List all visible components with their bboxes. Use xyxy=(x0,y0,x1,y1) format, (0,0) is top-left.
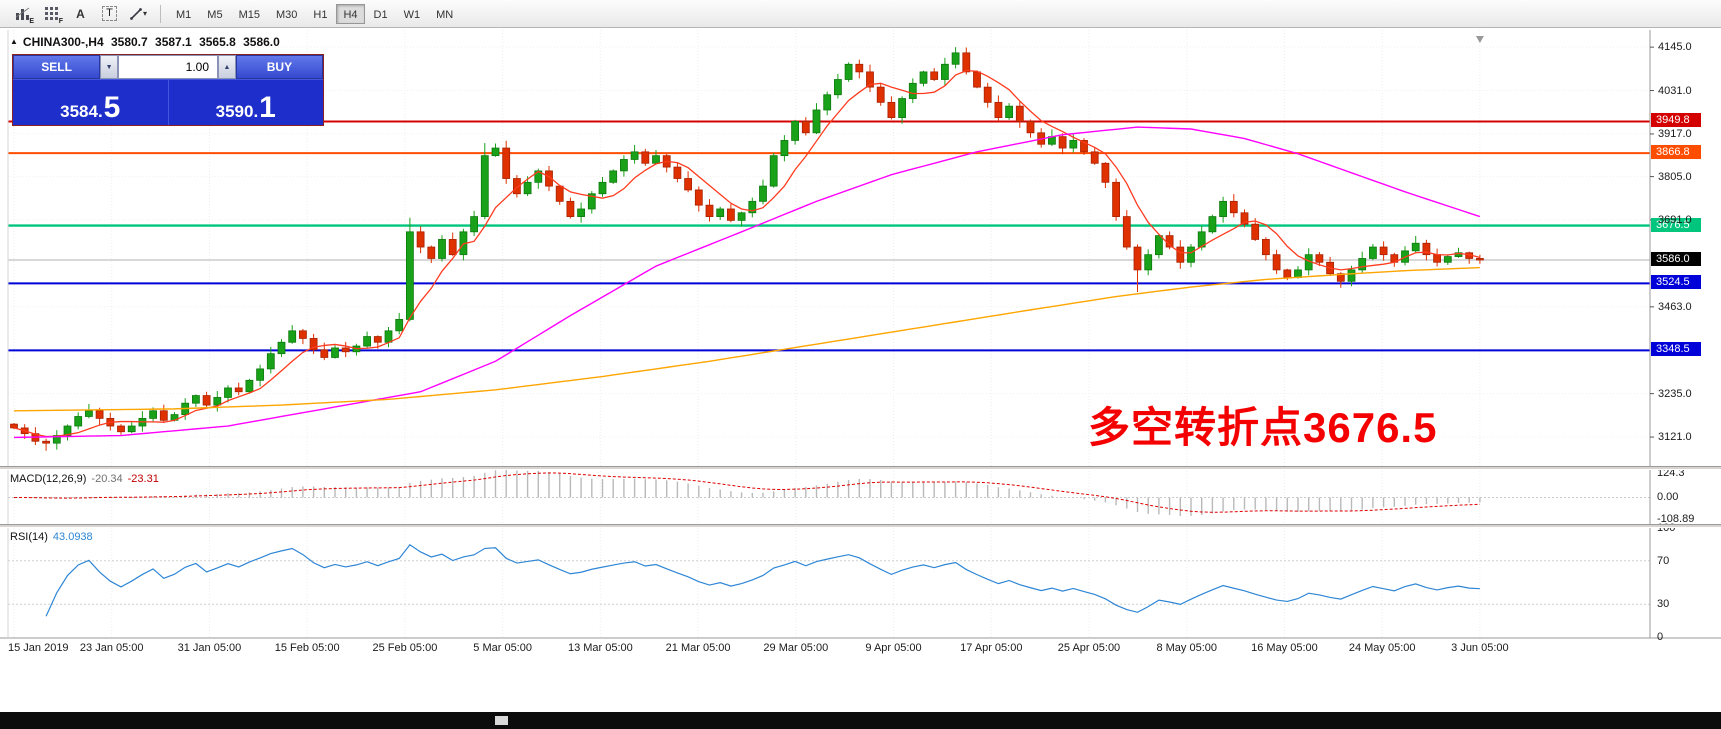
macd-indicator-label: MACD(12,26,9) -20.34 -23.31 xyxy=(10,473,159,485)
taskbar-item xyxy=(495,716,508,725)
buy-price[interactable]: 3590. 1 xyxy=(167,80,324,125)
icon-sub-label: E xyxy=(29,17,34,25)
sell-price[interactable]: 3584. 5 xyxy=(13,80,168,125)
timeframe-button-H4[interactable]: H4 xyxy=(336,3,365,24)
text-tool-icon[interactable]: A xyxy=(67,3,94,25)
buy-price-big-digit: 1 xyxy=(259,90,276,124)
rsi-name: RSI(14) xyxy=(10,531,48,543)
drawing-tools-dropdown[interactable]: ▾ xyxy=(125,3,152,25)
timeframe-button-M30[interactable]: M30 xyxy=(275,8,298,21)
quote-prices: 3584. 5 3590. 1 xyxy=(13,79,323,125)
toolbar-separator xyxy=(160,4,161,23)
timeframe-group: M1 M5 M15 M30 H1 H4 D1 W1 MN xyxy=(168,3,461,24)
chart-annotation-text: 多空转折点3676.5 xyxy=(1088,404,1438,451)
chart-shift-marker[interactable] xyxy=(1475,36,1484,43)
icon-sub-label: F xyxy=(58,17,63,25)
panel-divider[interactable] xyxy=(0,466,1721,470)
ma-mid-line xyxy=(13,126,1481,439)
volume-input[interactable] xyxy=(118,55,218,79)
rsi-indicator-label: RSI(14) 43.0938 xyxy=(10,531,93,543)
ohlc-high: 3587.1 xyxy=(155,35,192,49)
macd-signal-line xyxy=(13,472,1480,513)
toolbar: E F A T ▾ M1 M5 M15 M30 H1 H4 D1 W1 MN xyxy=(0,0,1721,28)
symbol-name: CHINA300-,H4 xyxy=(22,35,104,49)
taskbar-strip xyxy=(0,712,1721,729)
expert-chart-icon[interactable]: E xyxy=(9,3,36,25)
macd-signal-value: -23.31 xyxy=(127,473,159,485)
symbol-info: ▲ CHINA300-,H4 3580.7 3587.1 3565.8 3586.… xyxy=(10,35,284,49)
timeframe-button-D1[interactable]: D1 xyxy=(373,8,388,21)
chevron-down-icon: ▾ xyxy=(142,9,147,18)
ohlc-close: 3586.0 xyxy=(243,35,280,49)
volume-increase-button[interactable]: ▲ xyxy=(218,55,236,79)
chart-region: 3949.8 3866.8 3676.5 3586.0 3524.5 3348.5 124.… xyxy=(0,28,1721,729)
ma-slow-line xyxy=(13,266,1480,412)
buy-price-base: 3590. xyxy=(215,102,259,121)
ohlc-open: 3580.7 xyxy=(110,35,148,49)
expand-triangle-icon: ▲ xyxy=(10,37,18,46)
sell-price-base: 3584. xyxy=(60,102,103,121)
grid-template-icon[interactable]: F xyxy=(38,3,65,25)
grid-glyph xyxy=(44,7,58,20)
text-a-glyph: A xyxy=(76,6,85,21)
volume-decrease-button[interactable]: ▼ xyxy=(100,55,118,79)
sell-price-big-digit: 5 xyxy=(103,90,121,124)
sell-button[interactable]: SELL xyxy=(13,55,101,79)
macd-main-value: -20.34 xyxy=(91,473,123,485)
panel-divider[interactable] xyxy=(0,524,1721,528)
rsi-line xyxy=(45,543,1480,617)
ohlc-low: 3565.8 xyxy=(199,35,236,49)
ma-fast-line xyxy=(13,69,1481,438)
chart-canvas[interactable] xyxy=(0,28,1721,729)
rsi-value: 43.0938 xyxy=(52,531,93,543)
text-t-glyph: T xyxy=(102,6,117,21)
timeframe-button-M1[interactable]: M1 xyxy=(176,8,192,21)
macd-name: MACD(12,26,9) xyxy=(10,473,87,485)
textbox-tool-icon[interactable]: T xyxy=(96,3,123,25)
timeframe-button-MN[interactable]: MN xyxy=(436,8,454,21)
bar-chart-glyph xyxy=(15,7,29,20)
trendline-glyph xyxy=(130,7,142,20)
timeframe-button-H1[interactable]: H1 xyxy=(313,8,328,21)
buy-button[interactable]: BUY xyxy=(235,55,323,79)
timeframe-button-M15[interactable]: M15 xyxy=(238,8,260,21)
timeframe-button-M5[interactable]: M5 xyxy=(207,8,223,21)
timeframe-button-W1[interactable]: W1 xyxy=(403,8,421,21)
one-click-trade-panel: SELL ▼ ▲ BUY 3584.5 3590.1 xyxy=(12,54,324,126)
